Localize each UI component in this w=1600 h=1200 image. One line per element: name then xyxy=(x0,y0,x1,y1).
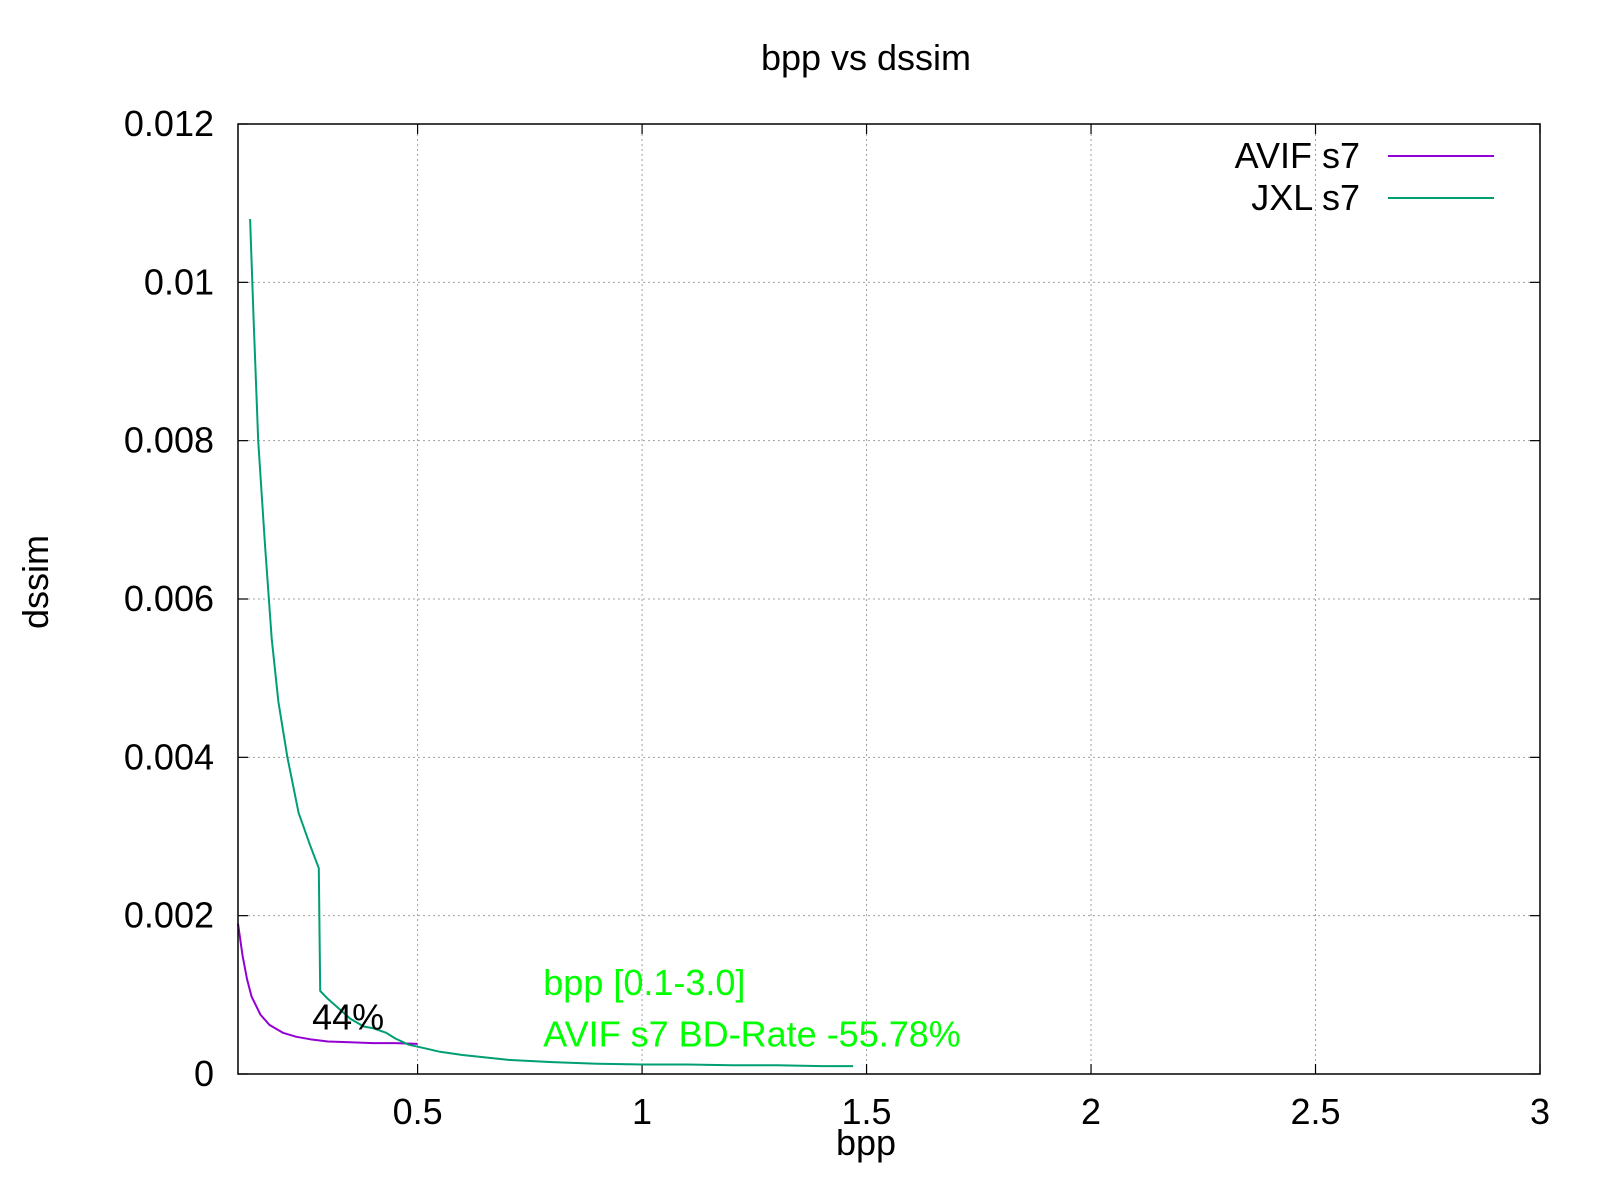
legend-label: JXL s7 xyxy=(1251,177,1360,218)
annotations: 44% bpp [0.1-3.0] AVIF s7 BD-Rate -55.78% xyxy=(312,962,961,1054)
series-line-0 xyxy=(237,923,418,1045)
y-axis-label: dssim xyxy=(15,535,56,629)
annotation-text: bpp [0.1-3.0] xyxy=(543,962,745,1003)
x-tick-label: 2.5 xyxy=(1290,1091,1340,1132)
x-tick-label: 3 xyxy=(1530,1091,1550,1132)
y-tick-label: 0 xyxy=(194,1053,214,1094)
chart-title: bpp vs dssim xyxy=(761,37,971,78)
legend-label: AVIF s7 xyxy=(1235,135,1360,176)
x-tick-label: 1.5 xyxy=(842,1091,892,1132)
grid-lines xyxy=(238,124,1540,1074)
y-tick-label: 0.01 xyxy=(144,261,214,302)
y-tick-label: 0.004 xyxy=(124,736,214,777)
y-tick-label: 0.006 xyxy=(124,578,214,619)
x-tick-label: 2 xyxy=(1081,1091,1101,1132)
plot-frame xyxy=(237,123,1541,1075)
annotation-text: AVIF s7 BD-Rate -55.78% xyxy=(543,1013,961,1054)
x-tick-label: 0.5 xyxy=(393,1091,443,1132)
annotation-text: 44% xyxy=(312,997,384,1038)
y-tick-label: 0.002 xyxy=(124,895,214,936)
x-tick-label: 1 xyxy=(632,1091,652,1132)
y-tick-label: 0.008 xyxy=(124,420,214,461)
series-lines xyxy=(237,218,854,1068)
series-line-1 xyxy=(249,218,854,1068)
x-axis-label: bpp xyxy=(836,1122,896,1163)
y-tick-label: 0.012 xyxy=(124,103,214,144)
axis-ticks: 0.5 1 1.5 2 2.5 3 0 0.002 0.004 0.006 0.008 0.01 0.0… xyxy=(124,103,1550,1132)
